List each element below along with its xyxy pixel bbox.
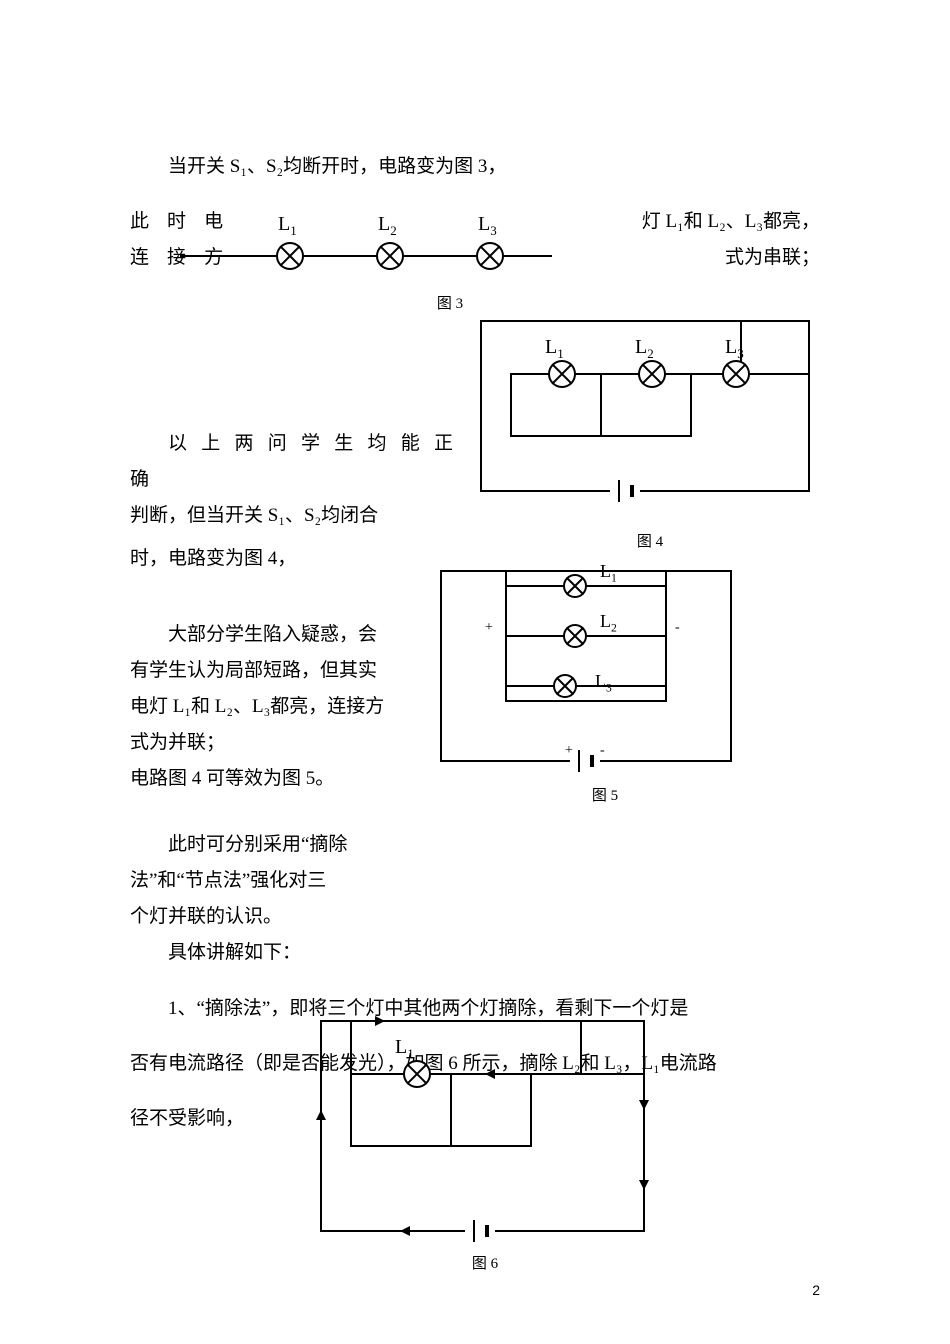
para-4: 此时可分别采用“摘除 法”和“节点法”强化对三 个灯并联的认识。 具体讲解如下： [130,827,460,971]
figure-caption: 图 6 [472,1250,498,1279]
lamp-label: L1 [278,205,297,244]
text: 径不受影响， [130,1108,244,1129]
plus-sign: + [565,738,573,765]
text: 式为并联； [130,732,225,753]
text: 个灯并联的认识。 [130,906,282,927]
figure-6: L1 图 6 [320,990,650,1290]
text: 具体讲解如下： [168,942,301,963]
figure-caption: 图 4 [637,528,663,557]
text: 时，电路变为图 4， [130,548,296,569]
lamp-label: L3 [725,328,744,367]
text: 当开关 S₁、S₂均断开时，电路变为图 3， [168,156,506,177]
text: 电灯 L₁和 L₂、L₃都亮，连接方 [130,696,384,717]
figure-caption: 图 3 [437,290,463,319]
figure-caption: 图 5 [592,782,618,811]
lamp-label: L1 [395,1028,414,1067]
text: 大部分学生陷入疑惑，会 [168,624,377,645]
text: 有学生认为局部短路，但其实 [130,660,377,681]
text: 法”和“节点法”强化对三 [130,870,326,891]
lamp-icon [563,574,587,598]
minus-sign: - [600,738,605,765]
figure-5: + - + - L1 L2 L3 图 5 [430,560,780,800]
lamp-icon [276,242,304,270]
text: 以 上 两 问 学 生 均 能 正 确 [130,433,458,490]
page: 当开关 S₁、S₂均断开时，电路变为图 3， 此 时 电 灯 L₁和 L₂、L₃… [0,0,950,1344]
text: 电路图 4 可等效为图 5。 [130,768,334,789]
lamp-label: L1 [600,554,617,590]
text: 此时可分别采用“摘除 [168,834,347,855]
lamp-icon [563,624,587,648]
para-3: 大部分学生陷入疑惑，会 有学生认为局部短路，但其实 电灯 L₁和 L₂、L₃都亮… [130,617,460,797]
minus-sign: - [675,615,680,642]
lamp-label: L2 [600,604,617,640]
lamp-icon [476,242,504,270]
figure-4: L1 L2 L3 图 4 [480,310,820,540]
lamp-label: L2 [635,328,654,367]
intro-line: 当开关 S₁、S₂均断开时，电路变为图 3， [130,149,820,185]
lamp-label: L1 [545,328,564,367]
lamp-label: L3 [595,664,612,700]
split-right: 式为串联； [725,240,820,276]
page-number: 2 [812,1277,820,1304]
lamp-icon [376,242,404,270]
text: 判断，但当开关 S₁、S₂均闭合 [130,505,378,526]
lamp-label: L2 [378,205,397,244]
lamp-icon [553,674,577,698]
lamp-label: L3 [478,205,497,244]
para-2: 以 上 两 问 学 生 均 能 正 确 判断，但当开关 S₁、S₂均闭合 时，电… [130,426,460,576]
plus-sign: + [485,615,493,642]
